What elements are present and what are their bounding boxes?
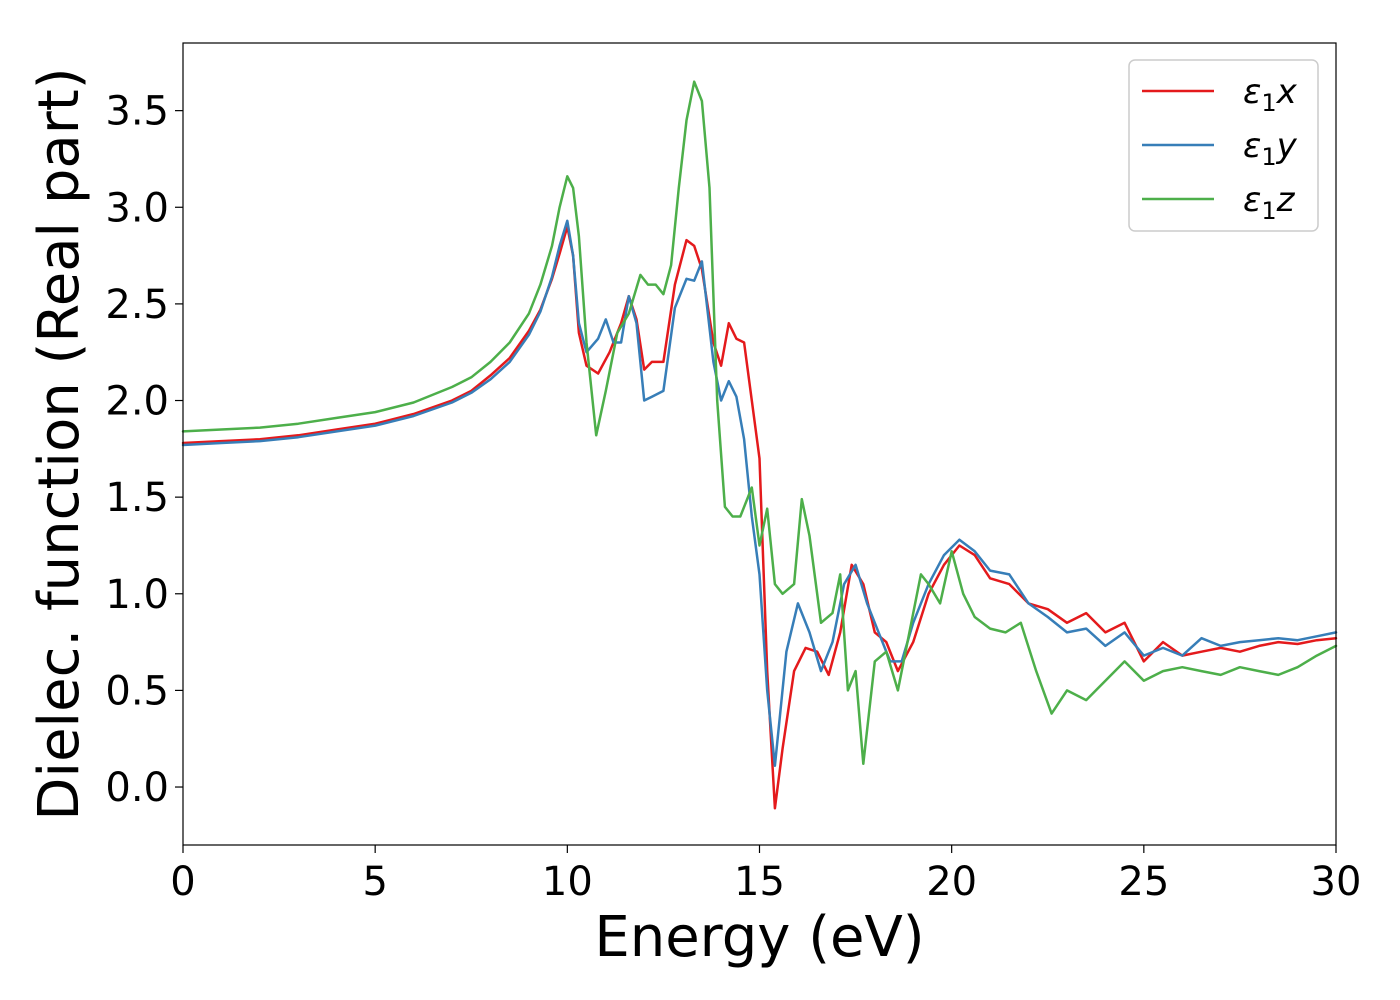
x-tick-label: 30 — [1311, 859, 1362, 905]
y-tick-label: 2.0 — [105, 379, 169, 425]
y-tick-label: 1.5 — [105, 475, 169, 521]
x-tick-label: 15 — [734, 859, 785, 905]
y-tick-label: 0.0 — [105, 765, 169, 811]
x-tick-label: 5 — [362, 859, 387, 905]
y-tick-label: 3.0 — [105, 185, 169, 231]
legend-label-z: ε1z — [1243, 180, 1296, 225]
y-tick-label: 0.5 — [105, 668, 169, 714]
x-tick-label: 0 — [170, 859, 195, 905]
x-axis-ticks: 0 5 10 15 20 25 30 — [170, 845, 1361, 905]
x-tick-label: 10 — [542, 859, 593, 905]
legend-label-y: ε1y — [1243, 126, 1298, 171]
x-axis-label: Energy (eV) — [594, 905, 924, 970]
y-axis-ticks: 0.0 0.5 1.0 1.5 2.0 2.5 3.0 3.5 — [105, 89, 183, 811]
x-tick-label: 25 — [1118, 859, 1169, 905]
y-axis-label: Dielec. function (Real part) — [27, 67, 92, 820]
legend-label-x: ε1x — [1243, 72, 1298, 117]
x-tick-label: 20 — [926, 859, 977, 905]
y-tick-label: 1.0 — [105, 572, 169, 618]
series-line-z — [181, 80, 1338, 766]
series-line-y — [181, 219, 1338, 768]
legend-box — [1128, 59, 1319, 232]
y-tick-label: 2.5 — [105, 282, 169, 328]
y-tick-label: 3.5 — [105, 89, 169, 135]
legend: ε1x ε1y ε1z — [1128, 59, 1319, 232]
series-layer — [181, 80, 1338, 810]
